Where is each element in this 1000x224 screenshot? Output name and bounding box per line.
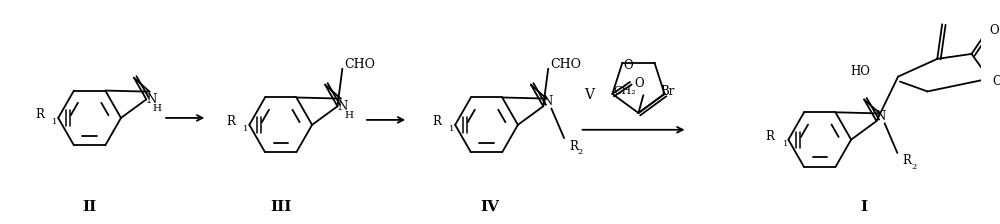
Text: I: I (860, 200, 867, 214)
Text: III: III (270, 200, 291, 214)
Text: O: O (634, 77, 644, 90)
Text: 2: 2 (578, 148, 583, 156)
Text: R: R (569, 140, 578, 153)
Text: N: N (542, 95, 553, 108)
Text: O: O (992, 75, 1000, 88)
Text: R: R (433, 115, 441, 128)
Text: II: II (82, 200, 97, 214)
Text: R: R (227, 115, 236, 128)
Text: 1: 1 (52, 118, 58, 126)
Text: H: H (153, 104, 162, 113)
Text: 1: 1 (243, 125, 249, 133)
Text: 2: 2 (911, 163, 916, 171)
Text: 1: 1 (783, 140, 788, 148)
Text: Br: Br (660, 85, 674, 98)
Text: CHO: CHO (344, 58, 375, 71)
Text: H: H (344, 111, 353, 120)
Text: R: R (36, 108, 45, 121)
Text: IV: IV (480, 200, 499, 214)
Text: O: O (989, 24, 999, 37)
Text: N: N (876, 110, 886, 123)
Text: V: V (584, 88, 594, 102)
Text: N: N (146, 93, 157, 106)
Text: 1: 1 (449, 125, 455, 133)
Text: CHO: CHO (550, 58, 581, 71)
Text: N: N (337, 100, 348, 113)
Text: O: O (623, 59, 633, 72)
Text: R: R (766, 130, 775, 143)
Text: HO: HO (851, 65, 871, 78)
Text: CH₂: CH₂ (614, 86, 636, 96)
Text: R: R (902, 154, 911, 167)
